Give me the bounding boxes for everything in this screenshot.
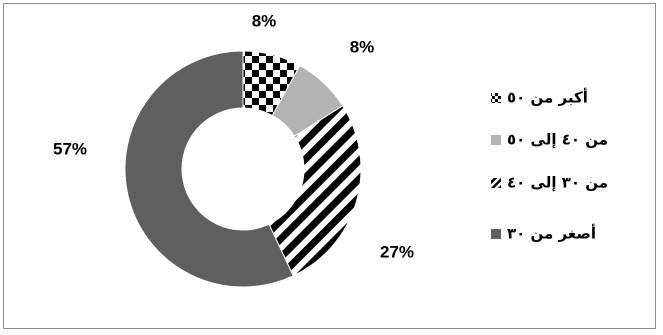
legend-label-4: أصغر من ٣٠ bbox=[507, 224, 596, 243]
data-labels: 8% 8% 27% 57% bbox=[53, 11, 414, 261]
data-label-4: 57% bbox=[53, 139, 87, 158]
legend-swatch-1 bbox=[491, 93, 501, 103]
donut-slice-4 bbox=[124, 50, 294, 288]
donut-slice-3 bbox=[268, 105, 362, 277]
data-label-2: 8% bbox=[350, 37, 375, 56]
legend-label-2: من ٤٠ إلى ٥٠ bbox=[507, 131, 608, 149]
legend-swatch-3 bbox=[491, 178, 501, 188]
legend-swatch-4 bbox=[491, 229, 501, 239]
data-label-1: 8% bbox=[252, 11, 277, 30]
legend-label-1: أكبر من ٥٠ bbox=[507, 88, 588, 107]
donut-slices bbox=[124, 50, 362, 288]
legend: أكبر من ٥٠ من ٤٠ إلى ٥٠ من ٣٠ إلى ٤٠ أصغر م… bbox=[491, 88, 608, 243]
legend-label-3: من ٣٠ إلى ٤٠ bbox=[507, 174, 608, 192]
legend-swatch-2 bbox=[491, 135, 501, 145]
data-label-3: 27% bbox=[380, 242, 414, 261]
